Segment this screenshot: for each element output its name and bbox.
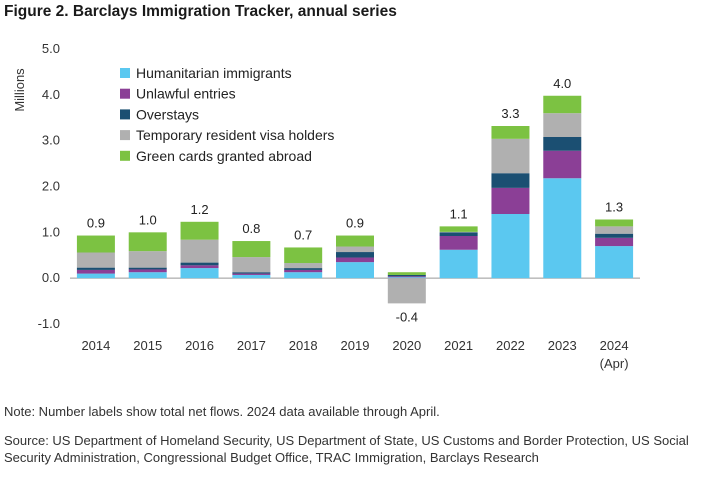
bar-segment <box>387 274 426 277</box>
bar-segment <box>336 262 374 279</box>
x-tick-sublabel: (Apr) <box>600 356 629 371</box>
bar-segment <box>491 173 530 188</box>
bar-segment <box>180 268 219 279</box>
legend-entry: Unlawful entries <box>136 86 236 102</box>
total-label: 3.3 <box>501 106 519 121</box>
bar-segment <box>284 272 323 279</box>
bar-segment <box>595 226 634 234</box>
total-label: 0.7 <box>294 227 312 242</box>
total-label: 1.2 <box>191 202 209 217</box>
bar-segment <box>595 246 634 279</box>
total-label: -0.4 <box>396 309 418 324</box>
x-tick-label: 2023 <box>548 338 577 353</box>
bar-segment <box>491 187 530 214</box>
legend-swatch <box>120 130 130 141</box>
bar-segment <box>76 267 115 270</box>
legend-swatch <box>120 150 130 161</box>
total-label: 1.0 <box>139 212 157 227</box>
legend-entry: Temporary resident visa holders <box>136 127 334 143</box>
bar-segment <box>128 251 167 268</box>
y-tick-label: 2.0 <box>42 179 60 194</box>
bar-segment <box>491 214 530 279</box>
y-tick-label: 0.0 <box>42 270 60 285</box>
chart-source: Source: US Department of Homeland Securi… <box>4 433 689 465</box>
legend-entry: Overstays <box>136 106 199 122</box>
bar-segment <box>439 249 478 279</box>
bar-segment <box>128 272 167 279</box>
bar-segment <box>180 239 219 263</box>
total-label: 1.1 <box>450 206 468 221</box>
legend-swatch <box>120 88 130 99</box>
bar-segment <box>595 233 634 238</box>
bar-segment <box>128 232 167 252</box>
bar-segment <box>284 269 323 273</box>
total-label: 0.9 <box>87 216 105 231</box>
bar-segment <box>543 150 582 179</box>
x-tick-label: 2016 <box>185 338 214 353</box>
x-tick-label: 2017 <box>237 338 266 353</box>
bar-segment <box>232 274 271 279</box>
bar-segment <box>180 221 219 240</box>
bar-segment <box>76 252 115 268</box>
x-tick-label: 2018 <box>289 338 318 353</box>
x-tick-label: 2020 <box>392 338 421 353</box>
x-tick-label: 2024 <box>600 338 629 353</box>
bar-segment <box>232 257 271 273</box>
bar-segment <box>595 237 634 247</box>
legend-swatch <box>120 109 130 120</box>
chart-title: Figure 2. Barclays Immigration Tracker, … <box>4 3 397 20</box>
bar-segment <box>76 273 115 279</box>
total-label: 0.9 <box>346 216 364 231</box>
bar-segment <box>180 262 219 266</box>
bar-segment <box>284 247 323 264</box>
bar-segment <box>336 246 374 253</box>
legend-entry: Green cards granted abroad <box>136 148 312 164</box>
bar-segment <box>128 267 167 270</box>
bar-segment <box>336 235 374 247</box>
bar-segment <box>439 236 478 250</box>
bar-segment <box>543 95 582 114</box>
y-tick-label: 4.0 <box>42 87 60 102</box>
x-tick-label: 2015 <box>133 338 162 353</box>
bar-segment <box>491 138 530 174</box>
y-axis-label: Millions <box>12 68 27 112</box>
bar-segment <box>387 277 426 279</box>
bar-segment <box>76 235 115 253</box>
bar-segment <box>491 126 530 139</box>
bar-segment <box>76 269 115 274</box>
stacked-bar-chart: Millions -1.0 0.0 1.0 2.0 3.0 4.0 5.0 0.9 2014 1.… <box>12 41 640 371</box>
bar-segment <box>128 269 167 273</box>
total-label: 1.3 <box>605 200 623 215</box>
bar-segment <box>543 137 582 151</box>
y-tick-label: 5.0 <box>42 41 60 56</box>
bar-segment <box>180 265 219 269</box>
legend-swatch <box>120 68 130 78</box>
x-tick-label: 2021 <box>444 338 473 353</box>
y-tick-label: 3.0 <box>42 133 60 148</box>
x-tick-label: 2014 <box>81 338 110 353</box>
bar-segment <box>232 241 271 258</box>
bar-segment <box>336 252 374 258</box>
total-label: 0.8 <box>242 221 260 236</box>
legend-entry: Humanitarian immigrants <box>136 65 292 81</box>
bar-segment <box>232 272 271 274</box>
bar-segment <box>439 232 478 236</box>
x-tick-label: 2019 <box>341 338 370 353</box>
chart-note: Note: Number labels show total net flows… <box>4 404 440 419</box>
bar-segment <box>232 273 271 275</box>
bar-segment <box>387 276 426 278</box>
bar-segment <box>336 257 374 263</box>
y-tick-label: 1.0 <box>42 224 60 239</box>
x-tick-label: 2022 <box>496 338 525 353</box>
bar-segment <box>595 219 634 227</box>
bar-segment <box>387 272 426 275</box>
bar-segment <box>543 178 582 279</box>
y-tick-label: -1.0 <box>38 316 60 331</box>
bar-segment <box>543 113 582 137</box>
total-label: 4.0 <box>553 76 571 91</box>
bar-segment <box>439 226 478 232</box>
bar-segment <box>387 278 426 304</box>
bar-segment <box>284 263 323 269</box>
bar-segment <box>284 268 323 270</box>
